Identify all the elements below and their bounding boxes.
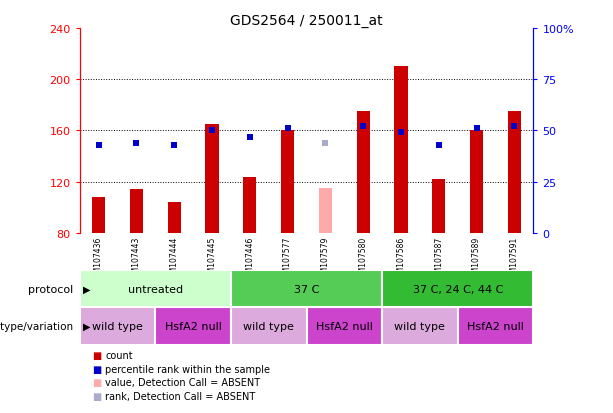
- Text: HsfA2 null: HsfA2 null: [165, 321, 221, 331]
- Bar: [231, 271, 382, 308]
- Text: GSM107445: GSM107445: [207, 236, 216, 282]
- Text: GSM107446: GSM107446: [245, 236, 254, 282]
- Text: genotype/variation: genotype/variation: [0, 321, 74, 331]
- Text: GSM107577: GSM107577: [283, 236, 292, 282]
- Text: ■: ■: [92, 350, 101, 360]
- Text: GSM107591: GSM107591: [510, 236, 519, 282]
- Bar: [458, 308, 533, 345]
- Text: ▶: ▶: [83, 284, 90, 294]
- Bar: [394, 67, 408, 233]
- Bar: [155, 308, 231, 345]
- Text: HsfA2 null: HsfA2 null: [316, 321, 373, 331]
- Text: ■: ■: [92, 364, 101, 374]
- Text: wild type: wild type: [92, 321, 143, 331]
- Bar: [281, 131, 294, 233]
- Text: GDS2564 / 250011_at: GDS2564 / 250011_at: [230, 14, 383, 28]
- Text: untreated: untreated: [128, 284, 183, 294]
- Bar: [92, 197, 105, 233]
- Bar: [167, 203, 181, 233]
- Bar: [319, 189, 332, 233]
- Text: 37 C, 24 C, 44 C: 37 C, 24 C, 44 C: [413, 284, 503, 294]
- Bar: [130, 190, 143, 233]
- Bar: [508, 112, 521, 233]
- Text: ■: ■: [92, 391, 101, 401]
- Text: GSM107586: GSM107586: [397, 236, 406, 282]
- Bar: [243, 177, 256, 233]
- Text: GSM107436: GSM107436: [94, 236, 103, 282]
- Bar: [80, 308, 155, 345]
- Text: GSM107579: GSM107579: [321, 236, 330, 282]
- Bar: [205, 125, 219, 233]
- Text: wild type: wild type: [395, 321, 445, 331]
- Text: GSM107444: GSM107444: [170, 236, 179, 282]
- Text: ▶: ▶: [83, 321, 90, 331]
- Text: GSM107443: GSM107443: [132, 236, 141, 282]
- Text: GSM107587: GSM107587: [434, 236, 443, 282]
- Text: GSM107580: GSM107580: [359, 236, 368, 282]
- Text: ■: ■: [92, 377, 101, 387]
- Text: GSM107589: GSM107589: [472, 236, 481, 282]
- Text: 37 C: 37 C: [294, 284, 319, 294]
- Bar: [382, 271, 533, 308]
- Text: HsfA2 null: HsfA2 null: [467, 321, 524, 331]
- Bar: [432, 180, 446, 233]
- Bar: [357, 112, 370, 233]
- Text: percentile rank within the sample: percentile rank within the sample: [105, 364, 270, 374]
- Text: rank, Detection Call = ABSENT: rank, Detection Call = ABSENT: [105, 391, 256, 401]
- Text: protocol: protocol: [28, 284, 74, 294]
- Bar: [382, 308, 458, 345]
- Bar: [231, 308, 306, 345]
- Text: wild type: wild type: [243, 321, 294, 331]
- Bar: [306, 308, 382, 345]
- Text: value, Detection Call = ABSENT: value, Detection Call = ABSENT: [105, 377, 261, 387]
- Bar: [470, 131, 483, 233]
- Bar: [80, 271, 231, 308]
- Text: count: count: [105, 350, 133, 360]
